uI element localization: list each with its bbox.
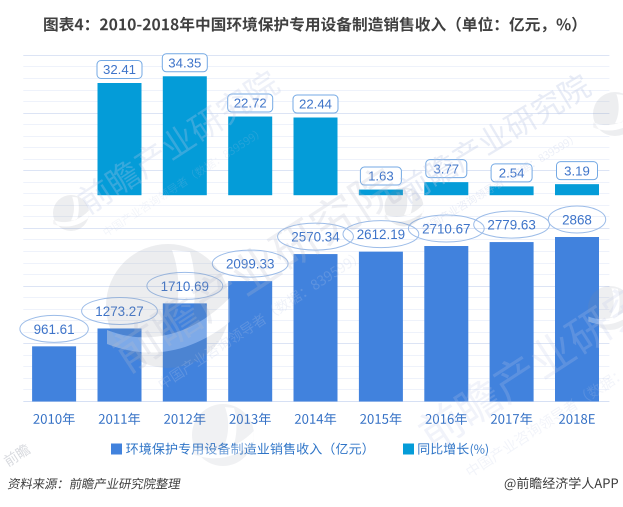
svg-text:1.63: 1.63 xyxy=(368,169,394,184)
svg-text:2710.67: 2710.67 xyxy=(422,222,470,237)
svg-text:3.77: 3.77 xyxy=(433,161,459,176)
svg-text:961.61: 961.61 xyxy=(34,322,75,337)
svg-text:1710.69: 1710.69 xyxy=(161,279,209,294)
svg-text:2868: 2868 xyxy=(562,213,592,228)
svg-text:34.35: 34.35 xyxy=(168,55,201,70)
svg-text:3.19: 3.19 xyxy=(564,163,590,178)
svg-text:2779.63: 2779.63 xyxy=(487,218,535,233)
svg-text:2.54: 2.54 xyxy=(499,166,525,181)
svg-text:22.72: 22.72 xyxy=(234,96,267,111)
svg-text:1273.27: 1273.27 xyxy=(95,304,143,319)
svg-text:32.41: 32.41 xyxy=(103,62,136,77)
svg-text:2570.34: 2570.34 xyxy=(291,230,340,245)
svg-text:2099.33: 2099.33 xyxy=(226,257,274,272)
svg-text:22.44: 22.44 xyxy=(299,97,332,112)
svg-text:2612.19: 2612.19 xyxy=(357,227,405,242)
